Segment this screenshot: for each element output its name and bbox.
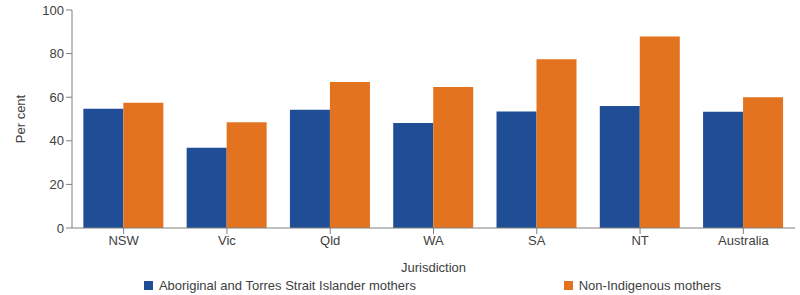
- svg-text:80: 80: [50, 46, 64, 61]
- svg-text:100: 100: [42, 3, 64, 18]
- svg-text:60: 60: [50, 90, 64, 105]
- svg-text:NSW: NSW: [108, 233, 139, 248]
- svg-text:0: 0: [57, 221, 64, 236]
- svg-text:20: 20: [50, 177, 64, 192]
- svg-text:Vic: Vic: [218, 233, 236, 248]
- svg-text:Australia: Australia: [718, 233, 769, 248]
- html-text:Aboriginal and Torres Strait I: Aboriginal and Torres Strait Islander mo…: [158, 278, 416, 293]
- svg-text:SA: SA: [528, 233, 546, 248]
- svg-text:NT: NT: [631, 233, 648, 248]
- svg-text:40: 40: [50, 133, 64, 148]
- svg-text:Per cent: Per cent: [13, 94, 28, 143]
- svg-text:Qld: Qld: [320, 233, 340, 248]
- svg-text:Jurisdiction: Jurisdiction: [401, 260, 466, 275]
- html-text:Non-Indigenous mothers: Non-Indigenous mothers: [578, 278, 722, 293]
- svg-text:WA: WA: [423, 233, 444, 248]
